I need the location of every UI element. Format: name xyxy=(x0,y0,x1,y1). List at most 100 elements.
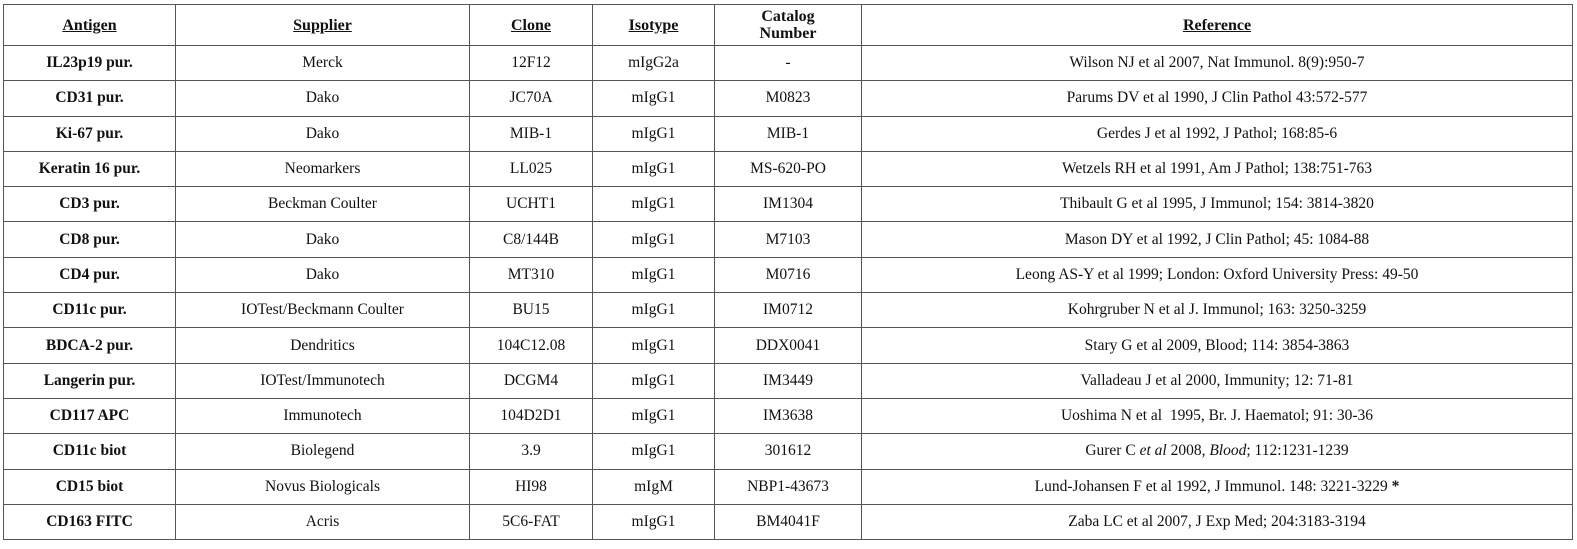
cell-catalog-number: IM3449 xyxy=(714,362,862,399)
cell-antigen: Langerin pur. xyxy=(3,362,176,399)
cell-antigen: CD117 APC xyxy=(3,397,176,435)
cell-clone: 5C6-FAT xyxy=(469,503,593,541)
cell-antigen: CD8 pur. xyxy=(3,221,176,258)
cell-supplier: Dako xyxy=(175,80,470,117)
cell-clone: C8/144B xyxy=(469,221,593,258)
cell-supplier: Dako xyxy=(175,221,470,258)
header-reference: Reference xyxy=(861,4,1573,46)
header-clone: Clone xyxy=(469,4,593,46)
cell-catalog-number: MIB-1 xyxy=(714,115,862,152)
reference-text: Leong AS-Y et al 1999; London: Oxford Un… xyxy=(1015,265,1419,283)
cell-isotype: mIgG1 xyxy=(592,80,715,117)
cell-reference: Gerdes J et al 1992, J Pathol; 168:85-6 xyxy=(861,115,1573,152)
cell-supplier: IOTest/Beckmann Coulter xyxy=(175,292,470,329)
cell-isotype: mIgG1 xyxy=(592,433,715,470)
cell-clone: 104C12.08 xyxy=(469,327,593,364)
cell-isotype: mIgG1 xyxy=(592,503,715,541)
reference-text: Lund-Johansen F et al 1992, J Immunol. 1… xyxy=(1034,477,1392,495)
reference-text: Mason DY et al 1992, J Clin Pathol; 45: … xyxy=(1064,230,1370,248)
cell-clone: 12F12 xyxy=(469,44,593,82)
reference-text: et al xyxy=(1139,442,1167,460)
cell-clone: DCGM4 xyxy=(469,362,593,399)
cell-isotype: mIgG1 xyxy=(592,292,715,329)
header-catalog-number: Catalog Number xyxy=(714,4,862,46)
cell-antigen: CD4 pur. xyxy=(3,256,176,294)
cell-reference: Wilson NJ et al 2007, Nat Immunol. 8(9):… xyxy=(861,44,1573,82)
cell-catalog-number: M0716 xyxy=(714,256,862,294)
table-row: CD11c biot Biolegend 3.9 mIgG1 301612 Gurer C… xyxy=(3,433,1573,470)
cell-catalog-number: IM3638 xyxy=(714,397,862,435)
cell-catalog-number: M7103 xyxy=(714,221,862,258)
cell-isotype: mIgG1 xyxy=(592,256,715,294)
table-row: Ki-67 pur. Dako MIB-1 mIgG1 MIB-1 Gerdes J et… xyxy=(3,115,1573,152)
cell-isotype: mIgG2a xyxy=(592,44,715,82)
table-row: CD117 APC Immunotech 104D2D1 mIgG1 IM3638 Uos… xyxy=(3,397,1573,435)
table-row: IL23p19 pur. Merck 12F12 mIgG2a - Wilson NJ e… xyxy=(3,44,1573,82)
table-row: Langerin pur. IOTest/Immunotech DCGM4 mIgG1… xyxy=(3,362,1573,399)
reference-text: Stary G et al 2009, Blood; 114: 3854-386… xyxy=(1084,336,1350,354)
cell-clone: MIB-1 xyxy=(469,115,593,152)
cell-supplier: Biolegend xyxy=(175,433,470,470)
cell-reference: Wetzels RH et al 1991, Am J Pathol; 138:… xyxy=(861,150,1573,188)
cell-isotype: mIgG1 xyxy=(592,221,715,258)
reference-text: Uoshima N et al 1995, Br. J. Haematol; 9… xyxy=(1060,407,1374,425)
cell-clone: 3.9 xyxy=(469,433,593,470)
cell-supplier: Neomarkers xyxy=(175,150,470,188)
cell-catalog-number: 301612 xyxy=(714,433,862,470)
cell-reference: Gurer C et al 2008, Blood; 112:1231-1239 xyxy=(861,433,1573,470)
cell-reference: Uoshima N et al 1995, Br. J. Haematol; 9… xyxy=(861,397,1573,435)
table-row: CD3 pur. Beckman Coulter UCHT1 mIgG1 IM1304 T… xyxy=(3,186,1573,223)
reference-text: Zaba LC et al 2007, J Exp Med; 204:3183-… xyxy=(1068,513,1366,530)
cell-reference: Stary G et al 2009, Blood; 114: 3854-386… xyxy=(861,327,1573,364)
cell-supplier: Beckman Coulter xyxy=(175,186,470,223)
reference-text: Gurer C xyxy=(1085,442,1140,460)
table-row: Keratin 16 pur. Neomarkers LL025 mIgG1 MS-62… xyxy=(3,150,1573,188)
cell-reference: Lund-Johansen F et al 1992, J Immunol. 1… xyxy=(861,468,1573,505)
cell-isotype: mIgG1 xyxy=(592,115,715,152)
reference-text: Kohrgruber N et al J. Immunol; 163: 3250… xyxy=(1067,301,1367,319)
reference-text: Blood xyxy=(1209,442,1247,460)
cell-antigen: Ki-67 pur. xyxy=(3,115,176,152)
cell-antigen: CD3 pur. xyxy=(3,186,176,223)
cell-supplier: Dendritics xyxy=(175,327,470,364)
cell-clone: LL025 xyxy=(469,150,593,188)
cell-catalog-number: BM4041F xyxy=(714,503,862,541)
reference-text: 2008, xyxy=(1166,442,1210,460)
table-row: CD8 pur. Dako C8/144B mIgG1 M7103 Mason DY et… xyxy=(3,221,1573,258)
cell-reference: Parums DV et al 1990, J Clin Pathol 43:5… xyxy=(861,80,1573,117)
cell-antigen: BDCA-2 pur. xyxy=(3,327,176,364)
cell-clone: BU15 xyxy=(469,292,593,329)
cell-reference: Leong AS-Y et al 1999; London: Oxford Un… xyxy=(861,256,1573,294)
cell-supplier: IOTest/Immunotech xyxy=(175,362,470,399)
cell-reference: Valladeau J et al 2000, Immunity; 12: 71… xyxy=(861,362,1573,399)
cell-clone: UCHT1 xyxy=(469,186,593,223)
header-isotype: Isotype xyxy=(592,4,715,46)
header-supplier: Supplier xyxy=(175,4,470,46)
table-body: IL23p19 pur. Merck 12F12 mIgG2a - Wilson NJ e… xyxy=(3,44,1573,541)
cell-reference: Mason DY et al 1992, J Clin Pathol; 45: … xyxy=(861,221,1573,258)
reference-text: Wilson NJ et al 2007, Nat Immunol. 8(9):… xyxy=(1069,54,1365,72)
table-row: BDCA-2 pur. Dendritics 104C12.08 mIgG1 DDX00… xyxy=(3,327,1573,364)
cell-reference: Thibault G et al 1995, J Immunol; 154: 3… xyxy=(861,186,1573,223)
header-catalog-label: Catalog Number xyxy=(759,8,817,42)
cell-antigen: CD163 FITC xyxy=(3,503,176,541)
cell-catalog-number: MS-620-PO xyxy=(714,150,862,188)
cell-supplier: Immunotech xyxy=(175,397,470,435)
cell-antigen: Keratin 16 pur. xyxy=(3,150,176,188)
cell-supplier: Merck xyxy=(175,44,470,82)
table-row: CD4 pur. Dako MT310 mIgG1 M0716 Leong AS-Y et… xyxy=(3,256,1573,294)
cell-catalog-number: IM0712 xyxy=(714,292,862,329)
cell-clone: 104D2D1 xyxy=(469,397,593,435)
cell-antigen: CD15 biot xyxy=(3,468,176,505)
header-antigen: Antigen xyxy=(3,4,176,46)
cell-clone: HI98 xyxy=(469,468,593,505)
cell-reference: Zaba LC et al 2007, J Exp Med; 204:3183-… xyxy=(861,503,1573,541)
cell-supplier: Dako xyxy=(175,256,470,294)
cell-antigen: CD31 pur. xyxy=(3,80,176,117)
cell-antigen: IL23p19 pur. xyxy=(3,44,176,82)
cell-catalog-number: NBP1-43673 xyxy=(714,468,862,505)
cell-catalog-number: M0823 xyxy=(714,80,862,117)
header-row: Antigen Supplier Clone Isotype Catalog N… xyxy=(3,4,1573,46)
reference-text: Wetzels RH et al 1991, Am J Pathol; 138:… xyxy=(1061,160,1372,178)
cell-isotype: mIgG1 xyxy=(592,150,715,188)
